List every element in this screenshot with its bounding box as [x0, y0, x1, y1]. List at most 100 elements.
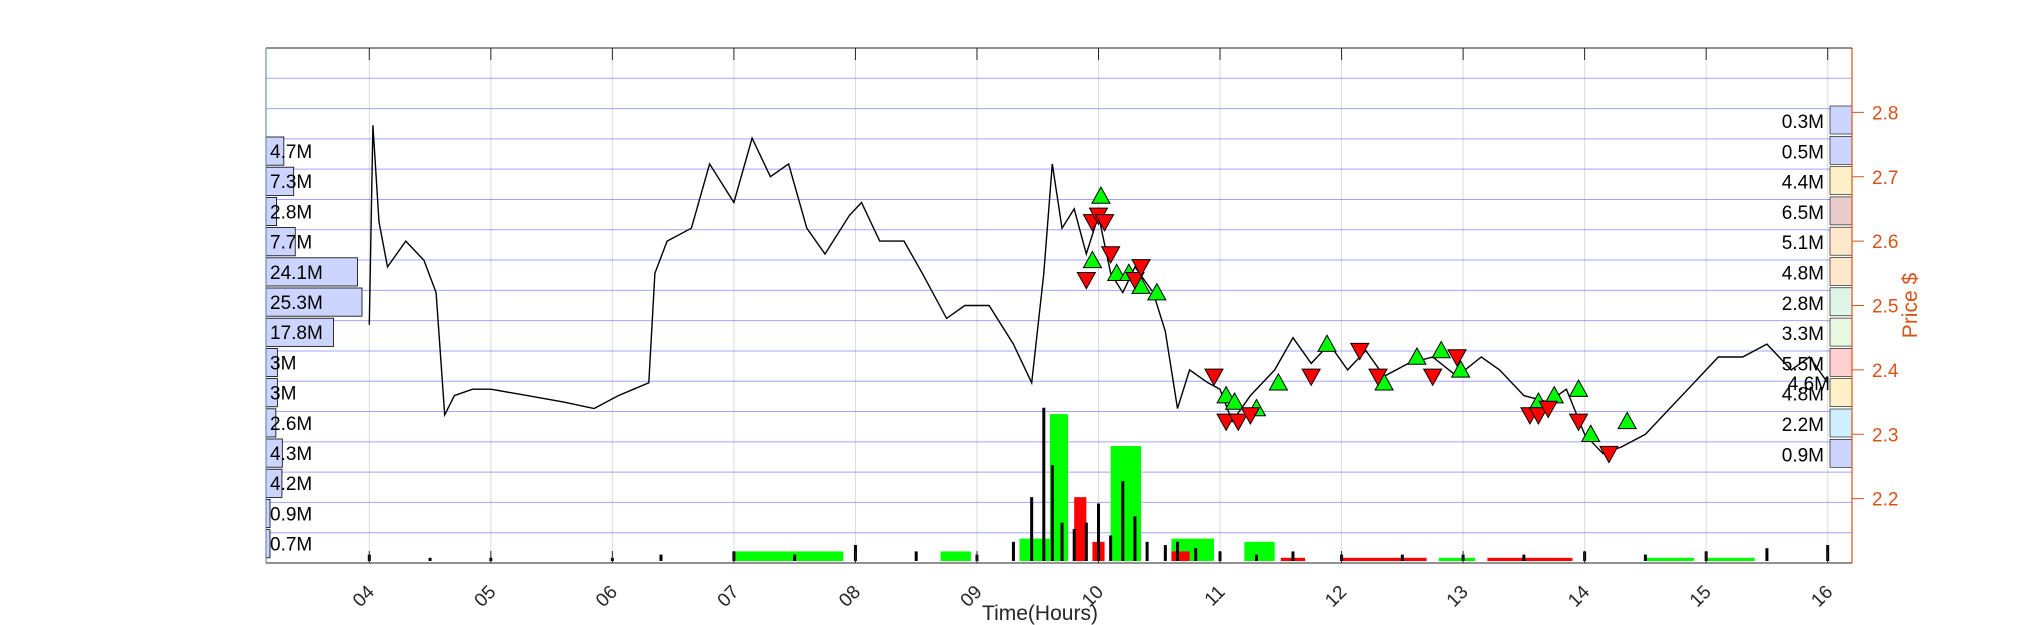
left-profile-label: 17.8M [270, 323, 323, 344]
y-tick-label: 2.2 [1872, 490, 1898, 511]
x-tick-label: 08 [835, 582, 865, 612]
left-volume-profile: 4.7M 7.3M 2.8M 7.7M 24.1M 25.3M 17.8M 3M 3M 2.6M 4… [265, 136, 363, 559]
left-profile-label: 3M [270, 384, 296, 405]
buy-marker [1224, 392, 1245, 410]
left-profile-label: 25.3M [270, 293, 323, 314]
right-profile-bar [1829, 408, 1853, 438]
y-tick-label: 2.5 [1872, 297, 1898, 318]
right-volume-profile: 0.3M 0.5M 4.4M 6.5M 5.1M 4.8M 2.8M 3.3M 5.5M 4.8M… [1782, 105, 1853, 468]
volume-bar-green [1706, 557, 1755, 561]
right-profile-label: 4.8M [1782, 264, 1824, 285]
buy-marker [1106, 263, 1127, 282]
left-profile-label: 2.8M [270, 202, 312, 223]
sell-marker [1538, 400, 1559, 419]
trade-markers [1076, 186, 1638, 464]
left-profile-label: 7.7M [270, 233, 312, 254]
volume-bar-green [1049, 414, 1069, 561]
left-profile-label: 4.2M [270, 474, 312, 495]
buy-marker [1431, 340, 1452, 359]
right-profile-bar [1829, 105, 1853, 135]
sell-marker [1131, 259, 1151, 277]
sell-marker [1301, 368, 1322, 387]
sell-marker [1422, 368, 1443, 387]
sell-marker [1447, 349, 1467, 368]
sell-marker [1100, 246, 1121, 265]
buy-marker [1568, 379, 1589, 397]
sell-marker [1568, 413, 1589, 432]
left-profile-label: 0.9M [270, 504, 312, 525]
x-tick-label: 04 [349, 581, 379, 611]
volume-bar-green [1019, 538, 1050, 561]
sell-marker [1240, 407, 1261, 425]
right-profile-label: 2.2M [1782, 415, 1824, 436]
left-profile-label: 4.3M [270, 444, 312, 465]
right-profile-label: 0.3M [1782, 112, 1824, 133]
volume-bar-green [1110, 446, 1142, 561]
left-profile-label: 24.1M [270, 263, 323, 284]
volume-bar-red [1487, 557, 1573, 561]
right-profile-bar [1829, 136, 1853, 165]
x-tick-label: 16 [1807, 582, 1837, 612]
left-profile-bar [265, 257, 358, 287]
right-profile-bar [1829, 166, 1853, 195]
right-profile-bar [1829, 196, 1853, 226]
buy-marker [1407, 346, 1427, 365]
left-profile-bar [265, 166, 295, 196]
volume-bar-green [733, 551, 844, 561]
x-tick-label: 15 [1686, 582, 1716, 612]
x-tick-label: 06 [592, 582, 622, 612]
y-tick-label: 2.3 [1872, 425, 1898, 446]
x-tick-label: 14 [1564, 581, 1594, 611]
x-tick-label: 11 [1201, 582, 1230, 611]
x-tick-label: 12 [1321, 582, 1351, 612]
x-axis-title: Time(Hours) [982, 602, 1098, 625]
right-profile-label: 6.5M [1782, 203, 1824, 224]
volume-bar-green [940, 551, 971, 561]
sell-marker [1076, 272, 1097, 290]
right-profile-label: 4.4M [1782, 173, 1824, 194]
volume-bar-red [1341, 557, 1427, 561]
sell-marker [1204, 368, 1224, 387]
sell-marker [1528, 407, 1549, 425]
left-profile-label: 2.6M [270, 414, 312, 435]
right-profile-bar [1829, 317, 1853, 347]
buy-marker [1580, 424, 1601, 442]
right-profile-label: 0.5M [1782, 142, 1824, 163]
sell-marker [1349, 342, 1370, 361]
left-profile-bar [265, 287, 363, 317]
volume-bar-red [1171, 551, 1190, 561]
right-profile-bar [1829, 378, 1853, 408]
sell-marker [1094, 214, 1115, 232]
x-tick-label: 05 [471, 582, 501, 612]
buy-marker [1216, 385, 1236, 404]
sell-marker [1125, 272, 1145, 290]
right-profile-label: 5.1M [1782, 233, 1824, 254]
x-tick-label: 07 [714, 582, 744, 612]
right-profile-bar [1829, 257, 1853, 286]
left-profile-label: 0.7M [270, 535, 312, 556]
right-profile-bar [1829, 226, 1853, 256]
buy-marker [1317, 334, 1337, 352]
y-tick-label: 2.8 [1872, 103, 1898, 124]
buy-marker [1268, 372, 1289, 391]
volume-bar-green [1645, 557, 1695, 561]
y-tick-label: 2.4 [1872, 361, 1899, 382]
buy-marker [1091, 186, 1111, 204]
left-profile-label: 7.3M [270, 172, 312, 193]
sell-marker [1368, 368, 1388, 387]
volume-bar-green [1244, 541, 1275, 561]
right-profile-bar [1829, 287, 1853, 317]
y-axis-title: Price $ [1899, 273, 1922, 339]
right-profile-label: 5.5M [1782, 354, 1824, 375]
right-profile-bar [1829, 348, 1853, 377]
sell-marker [1599, 445, 1619, 464]
y-tick-label: 2.6 [1872, 232, 1898, 253]
right-profile-label: 0.9M [1782, 445, 1824, 466]
y-axis-ticks: 2.2 2.3 2.4 2.5 2.6 2.7 2.8 [1852, 103, 1899, 511]
volume-bar-green [1438, 557, 1476, 561]
x-tick-label: 13 [1443, 582, 1473, 612]
right-profile-overlap-label: 4.6M [1788, 374, 1830, 395]
left-profile-bar [265, 227, 296, 257]
right-profile-label: 2.8M [1782, 294, 1824, 315]
